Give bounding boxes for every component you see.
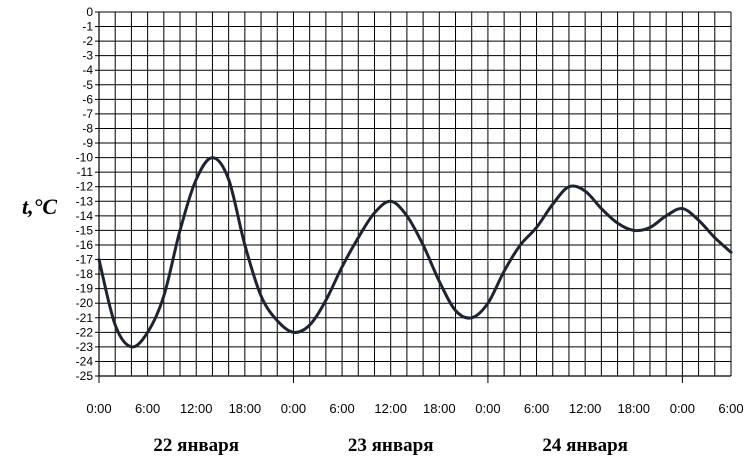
y-axis-label: t,°C bbox=[22, 194, 57, 219]
y-tick-label: -9 bbox=[82, 136, 93, 150]
y-tick-label: -21 bbox=[76, 311, 94, 325]
y-tick-label: -3 bbox=[82, 49, 93, 63]
x-tick-label: 0:00 bbox=[670, 401, 695, 416]
y-tick-label: -22 bbox=[76, 325, 94, 339]
y-tick-label: -11 bbox=[77, 165, 94, 179]
x-tick-label: 18:00 bbox=[617, 401, 650, 416]
y-tick-label: -4 bbox=[82, 63, 93, 77]
y-tick-label: -6 bbox=[82, 92, 93, 106]
y-tick-label: -16 bbox=[76, 238, 94, 252]
y-tick-label: -24 bbox=[76, 354, 94, 368]
y-tick-label: -14 bbox=[76, 209, 94, 223]
y-tick-label: -8 bbox=[82, 121, 93, 135]
y-tick-label: -2 bbox=[82, 34, 93, 48]
x-tick-label: 0:00 bbox=[86, 401, 111, 416]
x-tick-label: 0:00 bbox=[281, 401, 306, 416]
y-tick-labels: 0-1-2-3-4-5-6-7-8-9-10-11-12-13-14-15-16… bbox=[76, 5, 94, 383]
y-tick-label: -17 bbox=[76, 253, 94, 267]
day-label: 23 января bbox=[348, 435, 434, 456]
y-tick-label: -5 bbox=[82, 78, 93, 92]
x-tick-label: 6:00 bbox=[718, 401, 743, 416]
y-tick-label: -20 bbox=[76, 296, 94, 310]
y-tick-label: -18 bbox=[76, 267, 94, 281]
y-tick-label: -13 bbox=[76, 194, 94, 208]
axes bbox=[95, 11, 731, 383]
x-tick-label: 12:00 bbox=[180, 401, 213, 416]
temperature-line bbox=[97, 156, 733, 349]
x-tick-label: 6:00 bbox=[135, 401, 160, 416]
y-tick-label: -19 bbox=[76, 282, 94, 296]
day-label: 22 января bbox=[153, 435, 239, 456]
x-tick-label: 6:00 bbox=[329, 401, 354, 416]
y-tick-label: -1 bbox=[82, 20, 93, 34]
x-tick-label: 6:00 bbox=[524, 401, 549, 416]
y-tick-label: -10 bbox=[76, 151, 94, 165]
x-tick-label: 18:00 bbox=[423, 401, 456, 416]
x-tick-label: 0:00 bbox=[475, 401, 500, 416]
y-tick-label: -12 bbox=[76, 180, 94, 194]
day-label: 24 января bbox=[542, 435, 628, 456]
y-tick-label: -25 bbox=[76, 369, 94, 383]
day-labels: 22 января 23 января 24 января bbox=[153, 435, 628, 456]
y-tick-label: -15 bbox=[76, 223, 94, 237]
y-tick-label: 0 bbox=[86, 5, 93, 19]
x-tick-label: 18:00 bbox=[229, 401, 262, 416]
x-tick-label: 12:00 bbox=[374, 401, 407, 416]
grid bbox=[98, 11, 732, 377]
x-tick-label: 12:00 bbox=[569, 401, 602, 416]
y-tick-label: -23 bbox=[76, 340, 94, 354]
x-tick-labels: 0:00 6:00 12:00 18:00 0:00 6:00 12:00 18:00 0:00… bbox=[86, 401, 743, 416]
y-tick-label: -7 bbox=[82, 107, 93, 121]
